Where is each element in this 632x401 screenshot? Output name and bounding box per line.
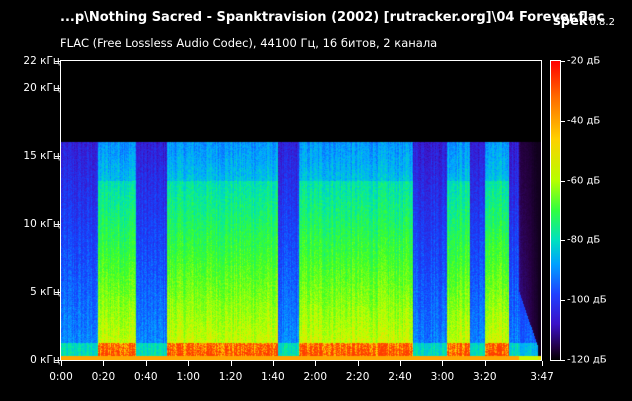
- db-tick-mark: [561, 181, 565, 182]
- time-tick-mark: [61, 361, 62, 366]
- time-tick-label: 0:40: [133, 371, 158, 383]
- time-tick-label: 3:00: [430, 371, 455, 383]
- time-tick-label: 2:20: [345, 371, 370, 383]
- frequency-tick-mark: [55, 88, 60, 89]
- time-tick-label: 1:40: [261, 371, 285, 383]
- db-tick-label: -60 дБ: [567, 175, 601, 187]
- time-tick-label: 0:00: [49, 371, 73, 383]
- db-tick-mark: [561, 240, 565, 241]
- frequency-tick-mark: [55, 224, 60, 225]
- frequency-tick-mark: [55, 156, 60, 157]
- app-name: spek: [553, 14, 588, 29]
- time-tick-label: 2:40: [388, 371, 412, 383]
- time-tick-mark: [542, 361, 543, 366]
- db-tick-label: -20 дБ: [567, 55, 601, 67]
- time-tick-label: 1:00: [176, 371, 200, 383]
- time-tick-mark: [188, 361, 189, 366]
- frequency-tick-label: 10 кГц: [23, 218, 60, 231]
- db-tick-mark: [561, 360, 565, 361]
- frequency-tick-mark: [55, 360, 60, 361]
- time-tick-mark: [273, 361, 274, 366]
- time-tick-label: 2:00: [303, 371, 328, 383]
- time-tick-label: 1:20: [218, 371, 243, 383]
- frequency-tick-mark: [55, 292, 60, 293]
- time-tick-mark: [231, 361, 232, 366]
- time-tick-mark: [442, 361, 443, 366]
- time-tick-mark: [103, 361, 104, 366]
- app-brand: spek 0.8.2: [553, 10, 615, 29]
- time-tick-mark: [400, 361, 401, 366]
- time-tick-label: 0:20: [91, 371, 116, 383]
- frequency-tick-label: 15 кГц: [23, 150, 60, 163]
- audio-info: FLAC (Free Lossless Audio Codec), 44100 …: [60, 36, 438, 50]
- db-tick-label: -100 дБ: [567, 294, 607, 306]
- app-version: 0.8.2: [589, 17, 615, 28]
- time-tick-label: 3:20: [472, 371, 497, 383]
- time-tick-mark: [485, 361, 486, 366]
- time-tick-mark: [315, 361, 316, 366]
- db-tick-mark: [561, 61, 565, 62]
- frequency-tick-label: 22 кГц: [23, 55, 60, 67]
- spectrogram-canvas: [61, 61, 542, 360]
- db-tick-label: -40 дБ: [567, 115, 601, 127]
- color-scale-bar: [551, 61, 560, 360]
- time-tick-mark: [358, 361, 359, 366]
- frequency-tick-label: 20 кГц: [23, 82, 60, 95]
- time-tick-mark: [146, 361, 147, 366]
- frequency-tick-label: 0 кГц: [30, 354, 60, 366]
- db-tick-label: -120 дБ: [567, 354, 607, 366]
- frequency-tick-mark: [55, 61, 60, 62]
- frequency-tick-label: 5 кГц: [30, 286, 60, 299]
- db-tick-mark: [561, 121, 565, 122]
- file-path-title: ...p\Nothing Sacred - Spanktravision (20…: [60, 10, 605, 25]
- time-tick-label: 3:47: [530, 371, 554, 383]
- db-tick-mark: [561, 300, 565, 301]
- db-tick-label: -80 дБ: [567, 234, 601, 246]
